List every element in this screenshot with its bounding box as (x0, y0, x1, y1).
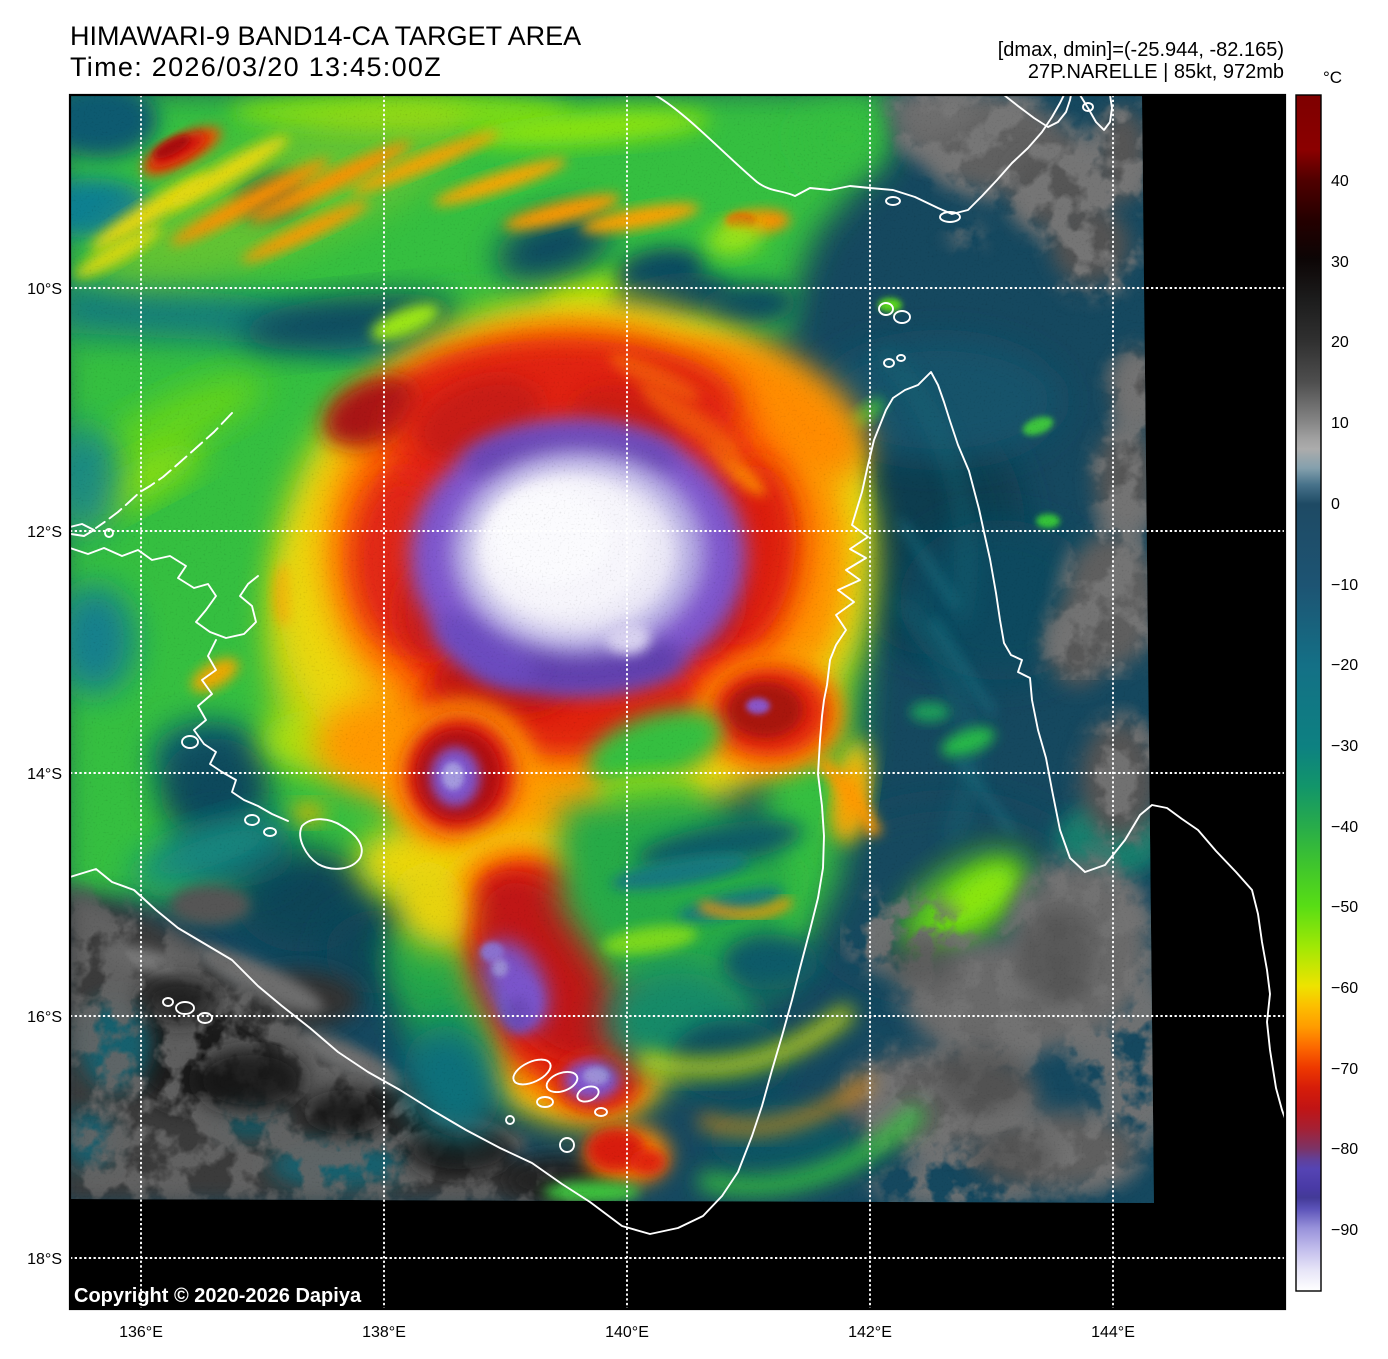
svg-text:−50: −50 (1331, 899, 1358, 916)
svg-text:−10: −10 (1331, 577, 1358, 594)
svg-text:10°S: 10°S (27, 281, 62, 298)
svg-text:12°S: 12°S (27, 524, 62, 541)
svg-text:144°E: 144°E (1091, 1324, 1135, 1341)
svg-text:10: 10 (1331, 415, 1349, 432)
svg-text:140°E: 140°E (605, 1324, 649, 1341)
svg-text:Copyright © 2020-2026 Dapiya: Copyright © 2020-2026 Dapiya (74, 1285, 362, 1307)
svg-text:20: 20 (1331, 334, 1349, 351)
svg-text:0: 0 (1331, 496, 1340, 513)
svg-text:142°E: 142°E (848, 1324, 892, 1341)
svg-text:−70: −70 (1331, 1061, 1358, 1078)
svg-text:HIMAWARI-9 BAND14-CA TARGET AR: HIMAWARI-9 BAND14-CA TARGET AREA (70, 21, 581, 51)
svg-text:−20: −20 (1331, 657, 1358, 674)
svg-text:[dmax, dmin]=(-25.944, -82.165: [dmax, dmin]=(-25.944, -82.165) (998, 39, 1284, 61)
svg-text:138°E: 138°E (362, 1324, 406, 1341)
svg-text:30: 30 (1331, 254, 1349, 271)
svg-text:−60: −60 (1331, 980, 1358, 997)
svg-text:16°S: 16°S (27, 1009, 62, 1026)
svg-text:18°S: 18°S (27, 1251, 62, 1268)
svg-text:−30: −30 (1331, 738, 1358, 755)
svg-text:°C: °C (1323, 68, 1342, 87)
svg-text:40: 40 (1331, 173, 1349, 190)
svg-text:−40: −40 (1331, 819, 1358, 836)
svg-text:14°S: 14°S (27, 766, 62, 783)
svg-text:−90: −90 (1331, 1222, 1358, 1239)
svg-text:Time: 2026/03/20 13:45:00Z: Time: 2026/03/20 13:45:00Z (70, 52, 442, 82)
svg-text:136°E: 136°E (119, 1324, 163, 1341)
svg-text:−80: −80 (1331, 1141, 1358, 1158)
svg-text:27P.NARELLE | 85kt, 972mb: 27P.NARELLE | 85kt, 972mb (1028, 61, 1284, 83)
